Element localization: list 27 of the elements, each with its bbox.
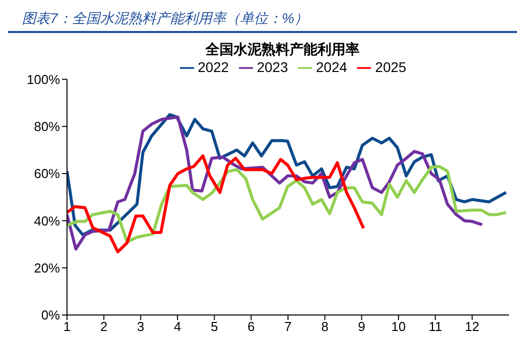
x-tick-label: 1 <box>63 319 71 334</box>
x-tick-label: 4 <box>174 319 182 334</box>
x-tick-label: 5 <box>210 319 218 334</box>
x-tick-label: 3 <box>137 319 144 334</box>
x-tick-label: 2 <box>100 319 108 334</box>
y-tick-label: 100% <box>26 72 60 87</box>
legend-label: 2024 <box>316 59 348 75</box>
x-tick-label: 11 <box>428 319 442 334</box>
chart-subtitle: 全国水泥熟料产能利用率 <box>204 41 360 59</box>
line-series <box>67 154 366 254</box>
line-series <box>67 165 508 244</box>
x-tick-label: 9 <box>358 319 366 334</box>
y-tick-label: 40% <box>34 213 60 228</box>
x-tick-label: 7 <box>284 319 292 334</box>
line-series <box>67 116 484 251</box>
x-tick-label: 12 <box>464 319 480 334</box>
legend-label: 2022 <box>198 59 229 75</box>
x-tick-label: 8 <box>321 319 328 334</box>
x-tick-label: 6 <box>248 319 255 334</box>
y-tick-label: 60% <box>34 166 60 182</box>
legend-label: 2023 <box>256 59 288 75</box>
x-tick-label: 10 <box>391 319 406 334</box>
legend-label: 2025 <box>375 59 406 75</box>
y-tick-label: 20% <box>34 260 60 276</box>
y-tick-label: 80% <box>34 119 60 134</box>
y-tick-label: 0% <box>41 308 60 323</box>
chart-title: 图表7：全国水泥熟料产能利用率（单位：%） <box>8 8 517 33</box>
